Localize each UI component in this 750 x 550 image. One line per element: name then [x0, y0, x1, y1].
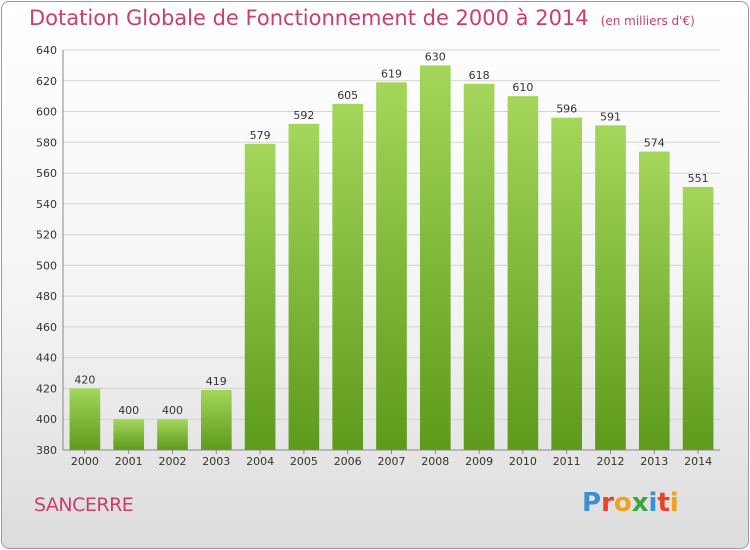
data-label: 579 — [250, 129, 271, 142]
logo-letter: i — [669, 488, 679, 518]
bar — [332, 103, 364, 450]
x-tick-label: 2013 — [640, 455, 668, 468]
data-label: 591 — [600, 110, 621, 123]
data-label: 420 — [74, 373, 95, 386]
y-tick-label: 460 — [36, 321, 57, 334]
y-tick-label: 500 — [36, 259, 57, 272]
y-tick-label: 420 — [36, 382, 57, 395]
logo-letter: x — [631, 488, 649, 518]
x-tick-label: 2006 — [334, 455, 362, 468]
y-tick-label: 640 — [36, 44, 57, 57]
x-tick-label: 2010 — [509, 455, 537, 468]
data-label: 574 — [644, 137, 665, 150]
data-labels: 420 400 400 419 579 592 605 619 630 618 610 596 591 5… — [74, 50, 708, 417]
x-tick-label: 2012 — [597, 455, 625, 468]
y-tick-label: 480 — [36, 290, 57, 303]
logo-letter: o — [613, 488, 632, 518]
axes: 380 400 420 440 460 480 500 520 540 560 580 600 620 6… — [36, 44, 720, 468]
chart-unit: (en milliers d'€) — [600, 14, 695, 28]
y-tick-label: 560 — [36, 167, 57, 180]
y-tick-label: 520 — [36, 229, 57, 242]
bar — [113, 419, 145, 450]
bar — [157, 419, 188, 450]
x-tick-label: 2005 — [290, 455, 318, 468]
x-tick-label: 2000 — [71, 455, 99, 468]
y-tick-label: 540 — [36, 198, 57, 211]
x-tick-label: 2008 — [421, 455, 449, 468]
x-tick-label: 2011 — [553, 455, 581, 468]
data-label: 630 — [425, 50, 446, 63]
x-tick-label: 2004 — [246, 455, 274, 468]
proxiti-logo: Proxiti — [582, 488, 679, 518]
logo-letter: r — [601, 488, 614, 518]
data-label: 596 — [556, 103, 577, 116]
data-label: 605 — [337, 89, 358, 102]
x-tick-label: 2009 — [465, 455, 493, 468]
bar — [200, 390, 232, 450]
y-tick-label: 620 — [36, 75, 57, 88]
y-tick-label: 600 — [36, 106, 57, 119]
data-label: 419 — [206, 375, 227, 388]
x-tick-label: 2007 — [378, 455, 406, 468]
title-row: Dotation Globale de Fonctionnement de 20… — [29, 6, 695, 30]
logo-letter: t — [657, 488, 670, 518]
bar — [288, 123, 320, 450]
bar — [69, 388, 101, 450]
y-tick-label: 580 — [36, 136, 57, 149]
y-tick-label: 400 — [36, 413, 57, 426]
bar — [682, 186, 714, 450]
bar — [376, 82, 407, 451]
bars — [69, 65, 714, 451]
x-tick-label: 2002 — [159, 455, 187, 468]
y-tick-label: 440 — [36, 352, 57, 365]
city-name: SANCERRE — [34, 494, 134, 516]
data-label: 400 — [162, 404, 183, 417]
y-tick-label: 380 — [36, 444, 57, 457]
logo-letter: i — [648, 488, 658, 518]
x-tick-label: 2014 — [684, 455, 712, 468]
bar — [595, 125, 626, 450]
bar — [507, 96, 539, 451]
bar — [419, 65, 451, 450]
data-label: 551 — [688, 172, 709, 185]
data-label: 618 — [469, 69, 490, 82]
chart-title: Dotation Globale de Fonctionnement de 20… — [29, 6, 589, 30]
data-label: 619 — [381, 67, 402, 80]
bar — [463, 83, 495, 450]
bar — [551, 117, 583, 450]
bar — [638, 151, 670, 451]
data-label: 400 — [118, 404, 139, 417]
x-tick-label: 2003 — [202, 455, 230, 468]
data-label: 610 — [512, 81, 533, 94]
data-label: 592 — [293, 109, 314, 122]
bar — [244, 143, 276, 450]
x-tick-label: 2001 — [115, 455, 143, 468]
logo-letter: P — [582, 488, 602, 518]
